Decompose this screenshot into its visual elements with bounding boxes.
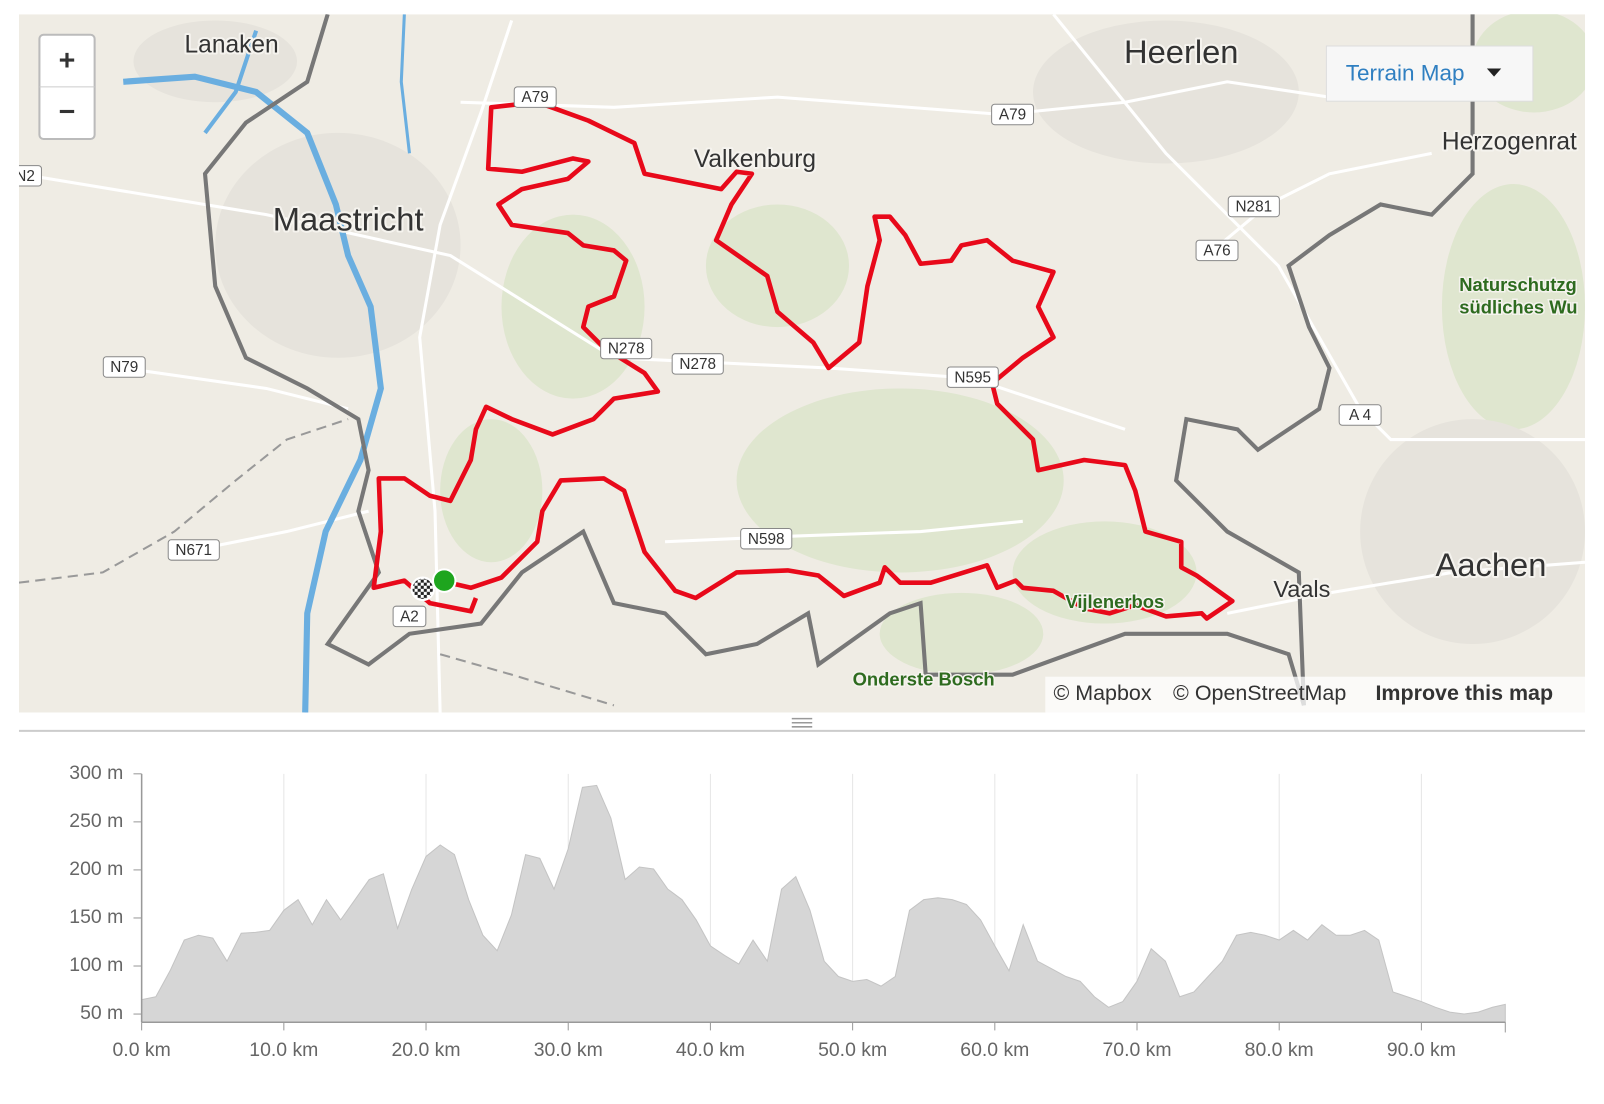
place-label: Valkenburg [694, 146, 816, 173]
area-label: Vijlenerbos [1065, 591, 1164, 612]
road-shield [946, 366, 999, 388]
area-label: südliches Wu [1459, 297, 1577, 318]
elevation-chart: 0.0 km 10.0 km 20.0 km 30.0 km 40.0 km 50.0 k… [69, 762, 1506, 1061]
attribution-box [1045, 676, 1586, 713]
start-marker [431, 568, 457, 593]
road-shield [740, 527, 793, 550]
boundaries [18, 418, 615, 707]
road-shield [671, 353, 724, 375]
road-shield [513, 86, 557, 108]
zoom-control: + − [38, 33, 96, 141]
urban [133, 20, 1586, 644]
road-shield [1227, 195, 1280, 218]
elevation-area [141, 784, 1506, 1023]
road-label: N2 [15, 168, 35, 185]
x-tick-label: 70.0 km [1102, 1039, 1171, 1061]
resize-handle[interactable] [791, 717, 813, 728]
x-tick-label: 40.0 km [676, 1039, 745, 1061]
area-label: Onderste Bosch [853, 669, 995, 690]
x-tick-label: 30.0 km [534, 1039, 603, 1061]
improve-link[interactable]: Improve this map [1375, 681, 1553, 705]
y-tick-label: 300 m [69, 762, 123, 784]
road-label: N595 [954, 369, 991, 386]
road-label: A79 [999, 107, 1026, 124]
road-label: A2 [400, 608, 419, 625]
x-tick-label: 50.0 km [818, 1039, 887, 1061]
y-tick-label: 50 m [80, 1002, 123, 1024]
y-tick-label: 200 m [69, 858, 123, 880]
place-label: Aachen [1436, 546, 1547, 583]
x-tick-label: 80.0 km [1245, 1039, 1314, 1061]
x-tick-label: 20.0 km [392, 1039, 461, 1061]
road-label: A 4 [1349, 407, 1372, 424]
route [371, 99, 1235, 621]
road-shield [600, 337, 653, 360]
road-shield [18, 165, 42, 187]
road-label: N598 [748, 531, 785, 548]
road-shield [1195, 239, 1239, 262]
place-label: Vaals [1273, 576, 1330, 602]
area-label: Naturschutzg [1459, 274, 1577, 295]
place-label: Lanaken [185, 31, 279, 58]
dropdown-arrow [1486, 68, 1502, 77]
road-shield [102, 356, 146, 378]
road-label: N278 [679, 356, 716, 373]
borders [202, 14, 1475, 706]
road-label: N281 [1235, 199, 1272, 216]
dropdown-label[interactable]: Terrain Map [1346, 61, 1465, 86]
dropdown-box[interactable] [1325, 45, 1534, 102]
rivers [123, 14, 411, 713]
attribution-text[interactable]: © Mapbox [1053, 681, 1151, 705]
map[interactable]: Lanaken Maastricht Heerlen Valkenburg He… [9, 10, 1595, 713]
place-label: Herzogenrat [1442, 129, 1577, 156]
y-tick-label: 150 m [69, 906, 123, 928]
road-label: N278 [608, 341, 645, 358]
x-tick-label: 10.0 km [249, 1039, 318, 1061]
road-shield [1338, 404, 1382, 426]
place-label: Heerlen [1124, 33, 1239, 70]
road-labels: A79 A79 N2 N79 N671 A2 N278 N278 N598 N595 N281 A76… [15, 86, 1382, 628]
road-label: A76 [1203, 243, 1230, 260]
place-label: Maastricht [273, 200, 424, 237]
road-label: N671 [175, 542, 212, 559]
x-tick-label: 90.0 km [1387, 1039, 1456, 1061]
map-background [18, 14, 1586, 713]
attribution-text[interactable]: © OpenStreetMap [1173, 681, 1346, 705]
road-shield [991, 103, 1035, 126]
finish-marker [410, 576, 436, 602]
x-tick-label: 0.0 km [113, 1039, 171, 1061]
zoom-in-button[interactable]: + [59, 45, 76, 77]
layer-dropdown[interactable]: Terrain Map [1325, 45, 1534, 102]
road-shield [392, 605, 427, 628]
road-label: N79 [110, 359, 138, 376]
zoom-out-button[interactable]: − [59, 96, 76, 128]
y-tick-label: 250 m [69, 810, 123, 832]
road-shield [167, 539, 220, 561]
x-tick-label: 60.0 km [960, 1039, 1029, 1061]
y-tick-label: 100 m [69, 954, 123, 976]
road-label: A79 [522, 89, 549, 106]
